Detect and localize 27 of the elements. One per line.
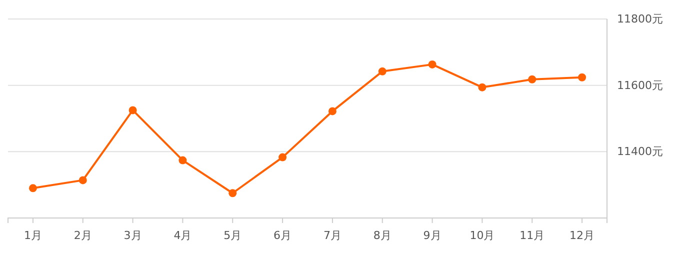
x-tick-label: 8月 <box>373 229 392 242</box>
x-tick-label: 4月 <box>174 229 192 242</box>
x-tick-label: 5月 <box>224 229 242 242</box>
point <box>128 106 137 114</box>
point <box>478 83 486 92</box>
x-tick-label: 6月 <box>274 229 292 242</box>
y-tick-label: 11600元 <box>617 78 663 92</box>
x-tick-label: 7月 <box>323 229 342 242</box>
x-tick-label: 10月 <box>470 229 495 242</box>
x-tick-label: 12月 <box>570 229 595 242</box>
point <box>528 75 536 84</box>
x-tick-label: 11月 <box>520 229 545 242</box>
point <box>28 184 37 192</box>
point <box>328 107 336 116</box>
point <box>228 189 237 198</box>
x-tick-label: 9月 <box>423 229 442 242</box>
x-tick-label: 2月 <box>74 229 92 242</box>
point <box>178 156 187 164</box>
y-tick-label: 11400元 <box>617 145 663 158</box>
x-tick-label: 1月 <box>24 229 42 242</box>
point <box>428 60 436 68</box>
point <box>378 67 386 76</box>
point <box>78 176 87 184</box>
point <box>278 153 287 162</box>
y-tick-label: 11800元 <box>617 12 663 26</box>
point <box>578 73 586 82</box>
x-tick-label: 3月 <box>124 229 142 242</box>
